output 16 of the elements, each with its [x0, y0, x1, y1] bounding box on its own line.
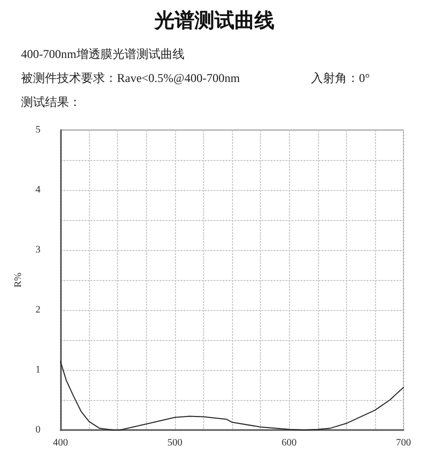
y-tick-label: 4 — [36, 184, 40, 196]
y-tick-label: 1 — [36, 364, 40, 376]
text: 测试结果： — [21, 95, 81, 109]
x-tick-label: 500 — [167, 438, 182, 448]
y-axis-title: R% — [13, 272, 24, 288]
y-tick-label: 3 — [36, 244, 40, 256]
x-tick-label: 600 — [282, 438, 297, 448]
text: 被测件技术要求：Rave<0.5%@400-700nm — [21, 71, 240, 85]
y-tick-label: 5 — [36, 124, 40, 136]
y-tick-label: 2 — [36, 304, 40, 316]
chart-subtitle: 400-700nm增透膜光谱测试曲线 — [21, 47, 184, 61]
chart-title: 光谱测试曲线 — [154, 9, 274, 32]
y-tick-label: 0 — [36, 424, 40, 436]
text: 入射角：0° — [311, 71, 370, 85]
x-tick-label: 700 — [396, 438, 411, 448]
x-tick-label: 400 — [53, 438, 68, 448]
